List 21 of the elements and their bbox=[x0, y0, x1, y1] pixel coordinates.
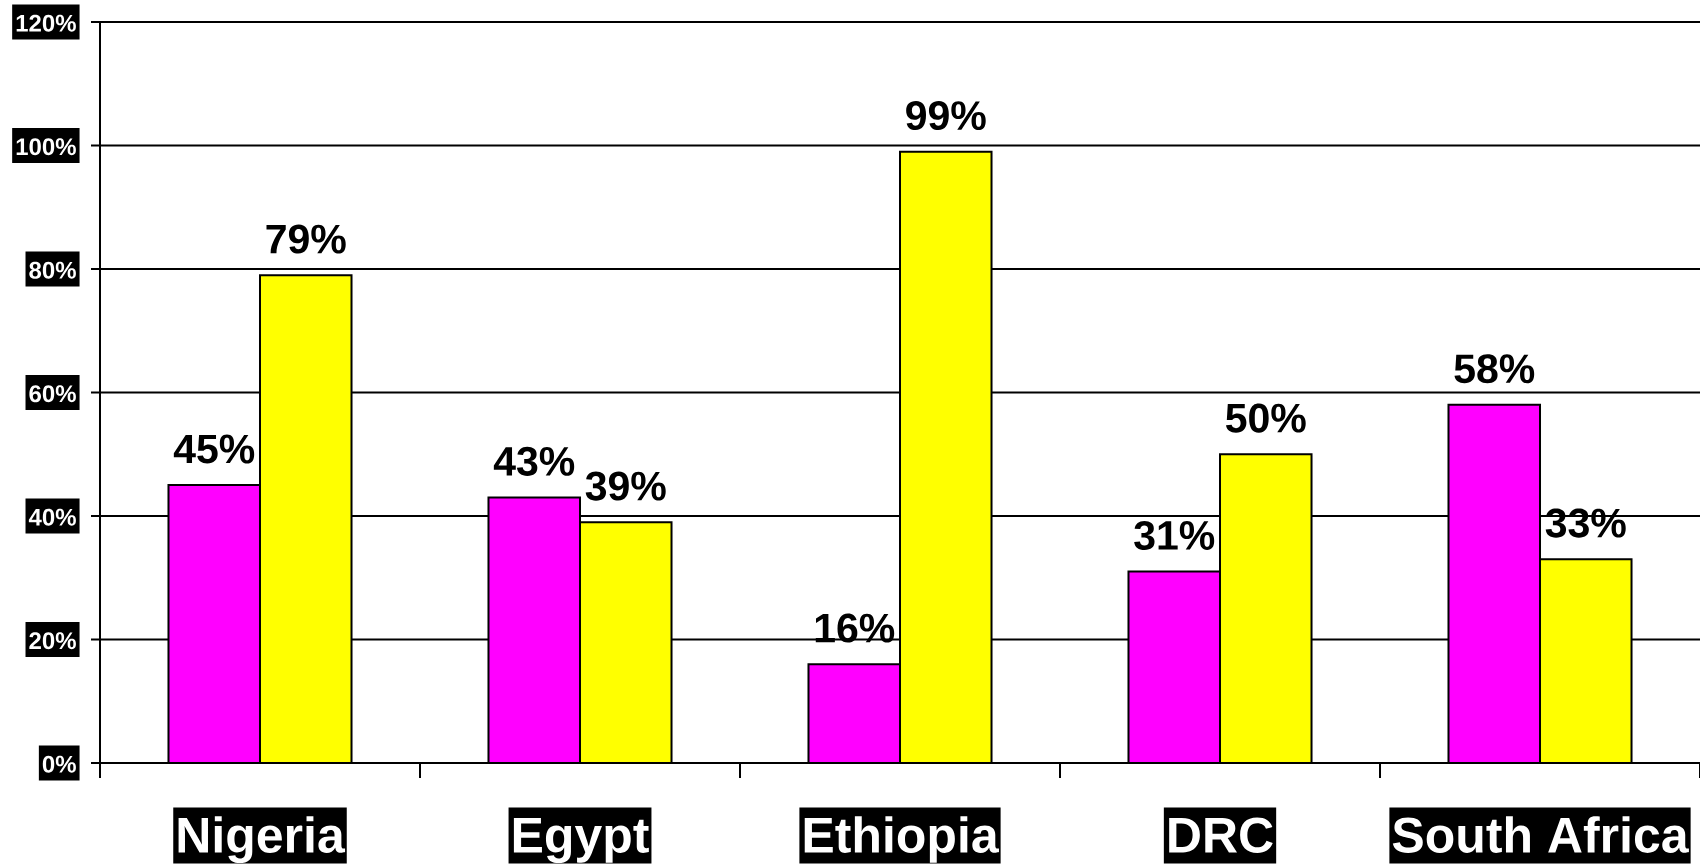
data-label: 50% bbox=[1226, 403, 1306, 433]
data-label: 39% bbox=[585, 471, 666, 501]
y-tick-label: 20% bbox=[29, 632, 76, 650]
y-tick-label: 120% bbox=[16, 14, 76, 32]
data-label: 99% bbox=[906, 101, 986, 131]
y-tick-label: 100% bbox=[16, 138, 76, 156]
data-label: 43% bbox=[493, 446, 575, 476]
data-label: 16% bbox=[815, 613, 895, 643]
x-tick-label: DRC bbox=[1169, 817, 1273, 853]
y-tick-label: 80% bbox=[29, 261, 76, 279]
data-label: 58% bbox=[1454, 354, 1535, 384]
data-label: 79% bbox=[266, 224, 346, 254]
data-label: 45% bbox=[173, 434, 255, 464]
y-tick-label: 0% bbox=[42, 755, 76, 773]
x-tick-label: Nigeria bbox=[178, 816, 346, 864]
y-tick-label: 40% bbox=[28, 508, 76, 526]
x-tick-label: Egypt bbox=[513, 818, 649, 864]
y-tick-label: 60% bbox=[29, 385, 76, 403]
data-label: 31% bbox=[1134, 520, 1215, 551]
x-tick-label: South Africa bbox=[1392, 816, 1689, 853]
x-tick-label: Ethiopia bbox=[804, 816, 999, 863]
